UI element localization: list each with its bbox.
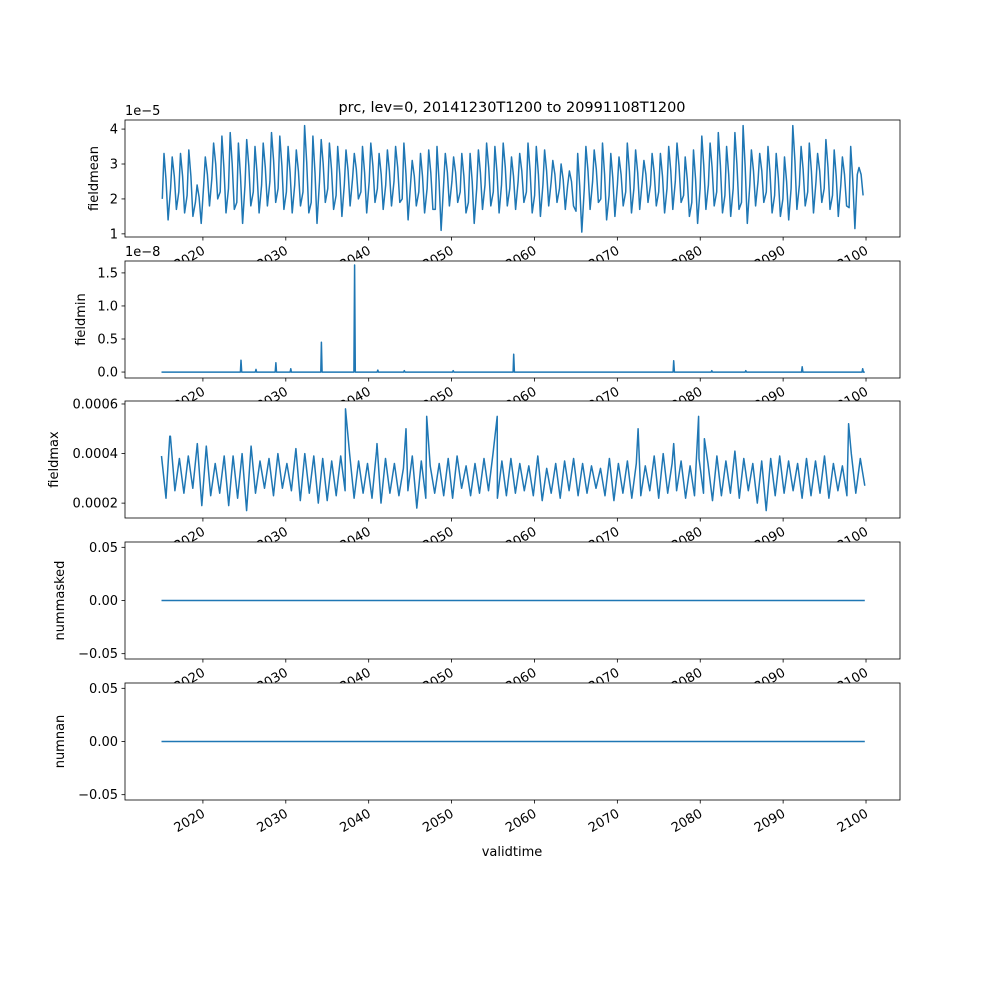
y-tick-label: −0.05 <box>78 647 118 662</box>
y-tick-label: 0.00 <box>89 735 118 750</box>
y-tick-label: 0.5 <box>97 333 118 348</box>
axes-background <box>125 261 900 378</box>
y-tick-label: 0.05 <box>89 682 118 697</box>
y-tick-label: 1.5 <box>97 266 118 281</box>
y-axis-label: numnan <box>53 715 68 769</box>
series-line-fieldmax <box>160 408 866 512</box>
y-tick-label: 0.0006 <box>73 397 119 412</box>
offset-text: 1e−8 <box>125 245 160 260</box>
series-line-fieldmean <box>161 124 864 233</box>
y-tick-label: 0.0002 <box>73 497 119 512</box>
y-axis-label: fieldmax <box>47 431 62 488</box>
y-axis-label: nummasked <box>53 561 68 641</box>
axes-frame <box>124 260 901 379</box>
x-axis-label: validtime <box>482 845 543 860</box>
y-tick-label: 0.05 <box>89 541 118 556</box>
chart-title: prc, lev=0, 20141230T1200 to 20991108T12… <box>338 100 685 116</box>
offset-text: 1e−5 <box>125 104 160 119</box>
axes-frame <box>124 400 901 519</box>
y-tick-label: 1 <box>110 227 118 242</box>
series-line-fieldmin <box>161 264 865 373</box>
y-tick-label: 2 <box>110 192 118 207</box>
y-axis-label: fieldmin <box>74 293 89 346</box>
y-tick-label: −0.05 <box>78 788 118 803</box>
y-tick-label: 3 <box>110 158 118 173</box>
y-tick-label: 0.0004 <box>73 447 119 462</box>
y-tick-label: 4 <box>110 123 118 138</box>
y-axis-label: fieldmean <box>87 146 102 211</box>
y-tick-label: 0.0 <box>97 366 118 381</box>
y-tick-label: 1.0 <box>97 299 118 314</box>
axes-frame <box>124 119 901 238</box>
y-tick-label: 0.00 <box>89 594 118 609</box>
